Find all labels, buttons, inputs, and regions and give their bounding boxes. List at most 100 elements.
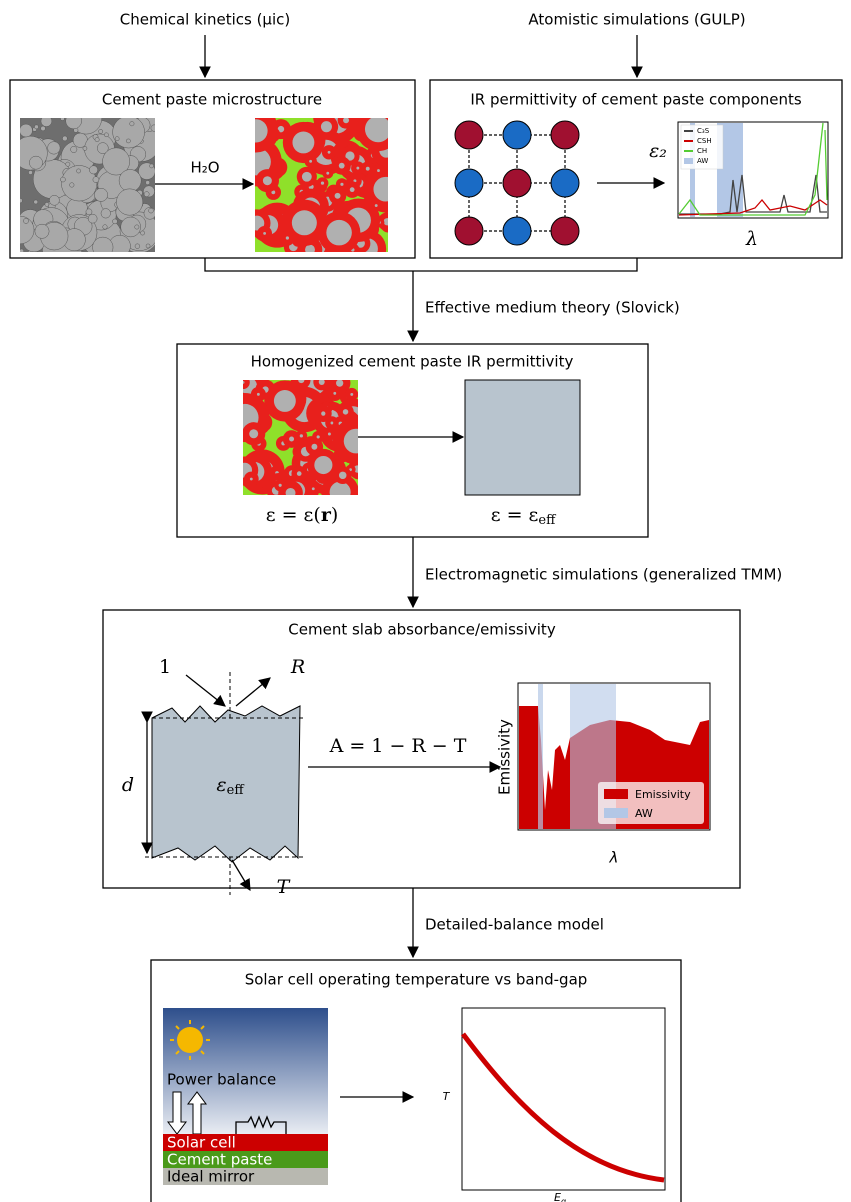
step-label: Electromagnetic simulations (generalized…	[425, 566, 782, 584]
math-label: 1	[159, 656, 171, 678]
particle	[76, 168, 81, 174]
ch-curve	[678, 122, 828, 216]
particle	[326, 171, 330, 175]
legend-swatch	[604, 808, 628, 818]
atom	[454, 120, 484, 150]
particle	[92, 236, 114, 252]
particle	[28, 170, 33, 175]
particle	[336, 380, 344, 387]
particle	[314, 455, 333, 475]
particle	[29, 155, 43, 170]
sun	[177, 1027, 203, 1053]
particle	[316, 435, 320, 439]
particle	[292, 131, 315, 154]
particle	[112, 218, 118, 225]
particle	[345, 151, 355, 161]
math-label: d	[122, 774, 134, 796]
micro-particles	[20, 118, 155, 252]
particle	[343, 118, 350, 124]
particle	[94, 137, 100, 143]
micro-particles	[243, 380, 358, 495]
particle	[327, 432, 331, 436]
particle	[143, 191, 150, 197]
particle	[97, 142, 109, 154]
particle	[271, 190, 276, 195]
flux-arrow	[167, 1091, 187, 1135]
particle	[65, 118, 82, 130]
connector	[204, 258, 638, 272]
particle	[311, 487, 315, 491]
particle	[140, 230, 145, 236]
legend-label: Emissivity	[635, 788, 691, 801]
particle	[255, 148, 271, 176]
particle	[243, 380, 245, 384]
layer	[163, 1168, 328, 1185]
homogenized-square	[464, 379, 581, 496]
step-label: Effective medium theory (Slovick)	[425, 299, 680, 317]
particle	[334, 192, 341, 199]
particle	[309, 159, 313, 163]
particle	[134, 224, 140, 230]
atom	[502, 120, 532, 150]
particle	[311, 443, 318, 450]
particle	[126, 138, 131, 144]
particle	[34, 223, 50, 239]
step-label: Detailed-balance model	[425, 916, 604, 934]
atom	[454, 168, 484, 198]
math-label: A = 1 − R − T	[329, 735, 467, 757]
particle	[291, 210, 317, 236]
particle	[350, 392, 354, 396]
resistor	[235, 1115, 287, 1134]
particle	[116, 188, 144, 216]
particle	[82, 146, 88, 151]
math-part: )	[331, 504, 338, 526]
particle	[20, 198, 23, 204]
particle	[353, 179, 357, 183]
particle	[61, 165, 98, 202]
legend-swatch	[604, 789, 628, 799]
particle	[349, 187, 355, 193]
particle	[69, 182, 75, 188]
particle	[256, 392, 260, 396]
legend-label: AW	[635, 807, 653, 820]
particle	[299, 434, 303, 438]
particle	[298, 380, 305, 384]
particle	[364, 118, 388, 143]
particle	[112, 118, 145, 149]
label-part: E	[554, 1191, 561, 1202]
input-label: Chemical kinetics (µic)	[120, 11, 291, 29]
particle	[100, 208, 111, 219]
box-title: Cement slab absorbance/emissivity	[288, 621, 556, 639]
legend-label: C₃S	[697, 127, 710, 135]
particle	[85, 208, 93, 216]
particle	[262, 176, 272, 186]
particle	[47, 141, 61, 155]
atom	[502, 216, 532, 246]
legend-swatch	[684, 158, 693, 164]
particle	[118, 169, 142, 192]
particle	[277, 125, 285, 133]
box-title: IR permittivity of cement paste componen…	[470, 91, 802, 109]
particle	[301, 171, 312, 182]
atom	[550, 216, 580, 246]
arrow	[231, 859, 251, 892]
particle	[327, 150, 331, 154]
math-part: eff	[538, 513, 557, 528]
x-label: λ	[745, 228, 758, 250]
particle	[278, 483, 282, 487]
math-part: r	[321, 504, 332, 526]
particle	[338, 162, 345, 169]
x-label: Eg	[554, 1191, 566, 1202]
arrow-label: H₂O	[190, 159, 219, 177]
arrow	[235, 677, 271, 707]
math-label: T	[277, 876, 291, 898]
particle	[150, 124, 155, 132]
particle	[285, 487, 296, 495]
particle	[120, 216, 141, 238]
particle	[33, 199, 39, 205]
particle	[255, 119, 268, 143]
particle	[339, 471, 347, 480]
math-part: ε = ε(	[266, 504, 321, 526]
particle	[40, 118, 53, 127]
